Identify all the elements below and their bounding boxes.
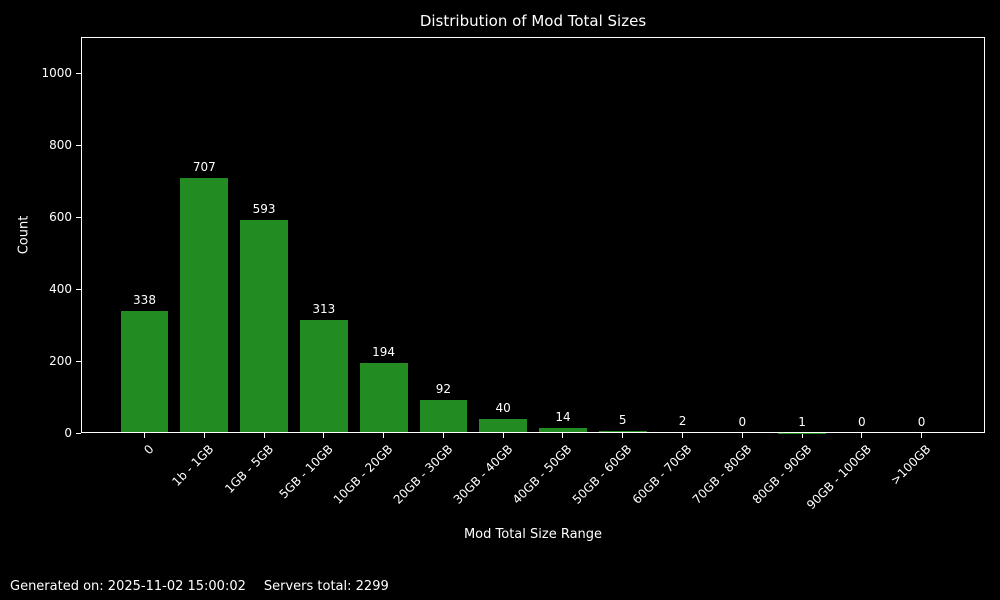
- x-tick-label: 0: [141, 442, 157, 458]
- x-tick-mark: [622, 433, 624, 438]
- x-tick-mark: [263, 433, 265, 438]
- bar-value-label: 2: [678, 414, 687, 429]
- bar-value-label: 593: [252, 201, 276, 216]
- bar: [479, 418, 528, 433]
- x-tick-label: 10GB - 20GB: [330, 442, 396, 507]
- y-tick-label: 0: [64, 426, 72, 440]
- x-axis-label: Mod Total Size Range: [463, 527, 603, 542]
- bar-value-label: 194: [372, 345, 396, 360]
- x-tick-label: 5GB - 10GB: [276, 442, 336, 502]
- y-tick-label: 600: [49, 210, 72, 224]
- x-tick-label: 50GB - 60GB: [569, 442, 635, 507]
- y-tick-label: 400: [49, 282, 72, 296]
- x-tick-label: >100GB: [887, 442, 934, 488]
- x-tick-mark: [502, 433, 504, 438]
- x-tick-label: 70GB - 80GB: [689, 442, 755, 507]
- bar: [359, 363, 408, 433]
- x-tick-label: 20GB - 30GB: [390, 442, 456, 507]
- bar: [539, 427, 587, 433]
- y-tick-mark: [76, 216, 81, 218]
- bar-value-label: 0: [917, 415, 926, 429]
- x-tick-mark: [442, 433, 444, 438]
- bar: [180, 178, 229, 433]
- bar-value-label: 1: [798, 414, 806, 429]
- bar-value-label: 14: [555, 409, 571, 424]
- x-tick-label: 80GB - 90GB: [749, 442, 814, 507]
- bar: [299, 320, 348, 433]
- x-tick-label: 60GB - 70GB: [629, 442, 695, 507]
- plot-area: [81, 37, 985, 433]
- bar: [240, 219, 288, 433]
- x-tick-mark: [921, 433, 923, 438]
- x-tick-label: 30GB - 40GB: [450, 442, 516, 507]
- x-tick-label: 1b - 1GB: [169, 442, 217, 489]
- generated-timestamp: Generated on: 2025-11-02 15:00:02: [10, 579, 246, 594]
- y-tick-mark: [76, 432, 81, 434]
- y-tick-mark: [76, 72, 81, 74]
- x-tick-mark: [801, 433, 803, 438]
- x-tick-mark: [203, 433, 205, 438]
- y-tick-label: 800: [49, 138, 72, 152]
- x-tick-mark: [861, 433, 863, 438]
- chart-title: Distribution of Mod Total Sizes: [419, 12, 647, 30]
- x-tick-mark: [741, 433, 743, 438]
- bar-value-label: 338: [133, 293, 156, 308]
- x-tick-mark: [682, 433, 684, 438]
- bar-value-label: 707: [192, 160, 216, 175]
- bar-value-label: 5: [618, 413, 627, 428]
- bar-value-label: 40: [495, 400, 511, 415]
- x-tick-label: 1GB - 5GB: [222, 442, 276, 496]
- y-tick-mark: [76, 144, 81, 146]
- x-tick-mark: [144, 433, 145, 438]
- x-tick-mark: [383, 433, 385, 438]
- bar-value-label: 92: [435, 381, 452, 396]
- bar-value-label: 313: [312, 302, 336, 317]
- y-tick-label: 1000: [41, 66, 72, 80]
- bar-value-label: 0: [858, 415, 866, 429]
- bar-value-label: 0: [738, 415, 747, 429]
- bar: [120, 311, 169, 433]
- servers-total: Servers total: 2299: [263, 579, 389, 594]
- x-tick-mark: [562, 433, 564, 438]
- y-tick-mark: [76, 360, 81, 362]
- x-tick-mark: [323, 433, 325, 438]
- x-tick-label: 40GB - 50GB: [510, 442, 575, 507]
- bar: [419, 399, 468, 433]
- y-tick-label: 200: [49, 354, 72, 368]
- footer: Generated on: 2025-11-02 15:00:02 Servers…: [10, 579, 389, 594]
- y-tick-mark: [76, 288, 81, 290]
- x-tick-label: 90GB - 100GB: [803, 442, 874, 513]
